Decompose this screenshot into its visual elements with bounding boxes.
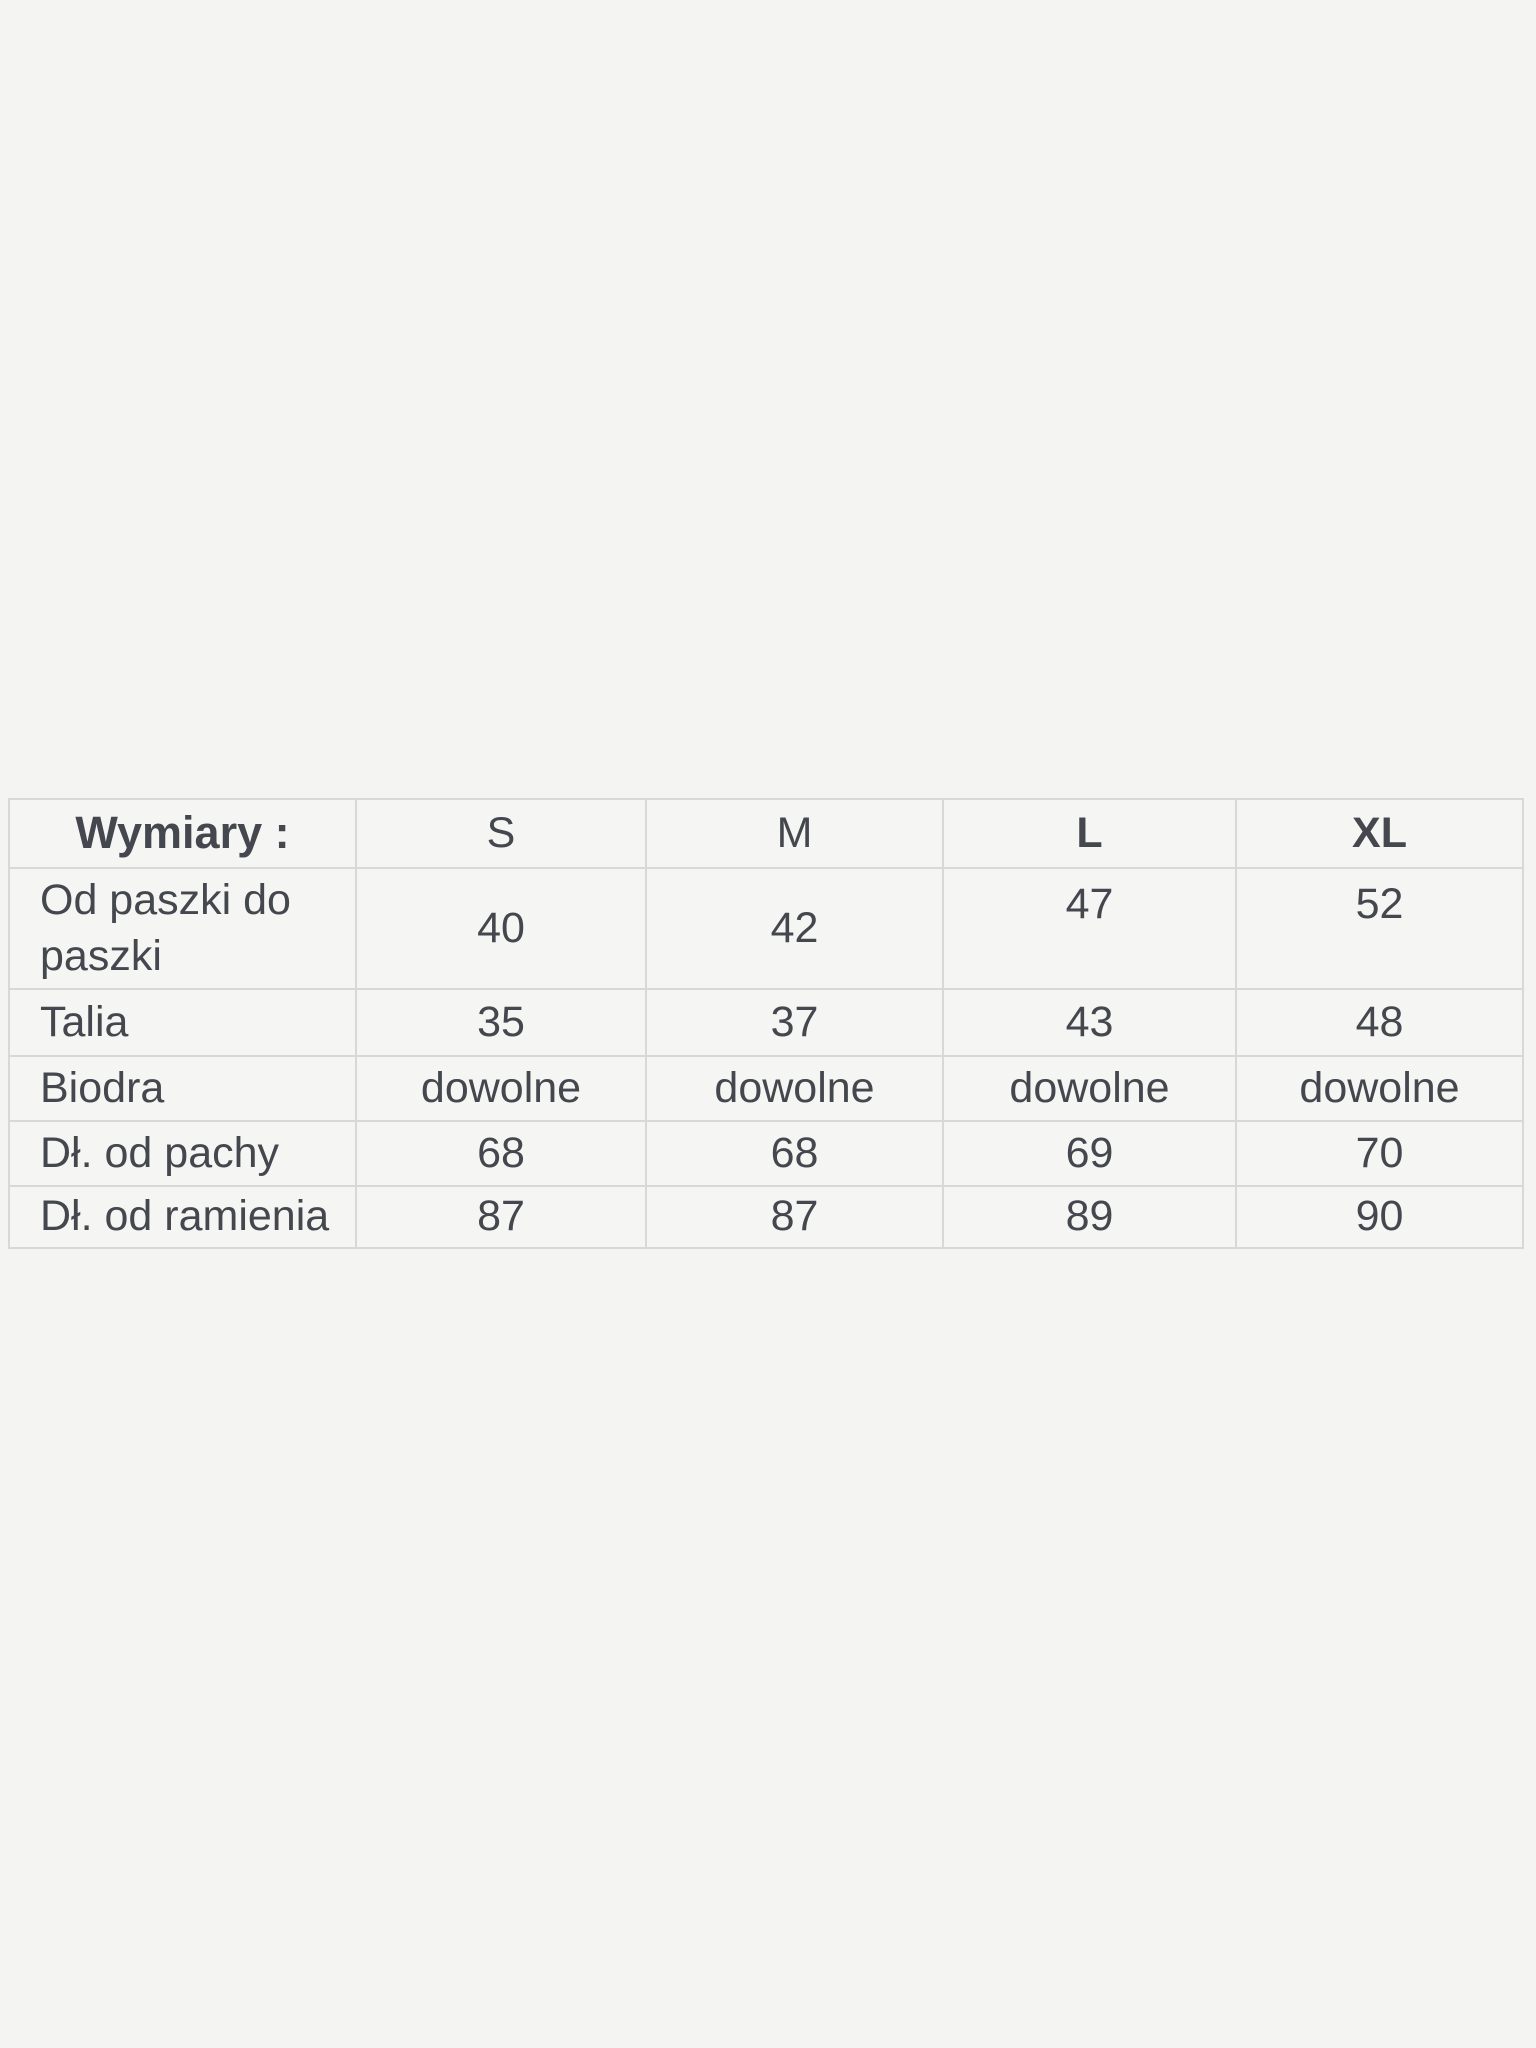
- header-size-s: S: [355, 798, 647, 869]
- header-dimensions-label: Wymiary :: [8, 798, 357, 869]
- header-size-m: M: [645, 798, 944, 869]
- header-size-l: L: [942, 798, 1237, 869]
- row-label-od-paszki-do-paszki: Od paszki do paszki: [8, 867, 357, 990]
- cell-talia-xl: 48: [1235, 988, 1524, 1057]
- cell-od-paszki-l: 47: [942, 867, 1237, 990]
- cell-pachy-l: 69: [942, 1120, 1237, 1187]
- header-size-xl: XL: [1235, 798, 1524, 869]
- cell-pachy-s: 68: [355, 1120, 647, 1187]
- cell-biodra-xl: dowolne: [1235, 1055, 1524, 1122]
- row-label-dl-od-ramienia: Dł. od ramienia: [8, 1185, 357, 1249]
- size-chart-table: Wymiary : S M L XL Od paszki do paszki 4…: [8, 798, 1524, 1249]
- cell-ramienia-s: 87: [355, 1185, 647, 1249]
- cell-od-paszki-s: 40: [355, 867, 647, 990]
- cell-ramienia-l: 89: [942, 1185, 1237, 1249]
- table-row-length-from-shoulder: Dł. od ramienia 87 87 89 90: [8, 1185, 1524, 1249]
- cell-ramienia-xl: 90: [1235, 1185, 1524, 1249]
- cell-biodra-s: dowolne: [355, 1055, 647, 1122]
- cell-biodra-m: dowolne: [645, 1055, 944, 1122]
- cell-talia-m: 37: [645, 988, 944, 1057]
- table-row-waist: Talia 35 37 43 48: [8, 988, 1524, 1057]
- cell-pachy-xl: 70: [1235, 1120, 1524, 1187]
- cell-biodra-l: dowolne: [942, 1055, 1237, 1122]
- row-label-dl-od-pachy: Dł. od pachy: [8, 1120, 357, 1187]
- table-row-underarm-to-underarm: Od paszki do paszki 40 42 47 52: [8, 867, 1524, 990]
- cell-od-paszki-m: 42: [645, 867, 944, 990]
- size-chart-header-row: Wymiary : S M L XL: [8, 798, 1524, 869]
- cell-ramienia-m: 87: [645, 1185, 944, 1249]
- table-row-length-from-armpit: Dł. od pachy 68 68 69 70: [8, 1120, 1524, 1187]
- row-label-biodra: Biodra: [8, 1055, 357, 1122]
- cell-talia-l: 43: [942, 988, 1237, 1057]
- cell-talia-s: 35: [355, 988, 647, 1057]
- cell-od-paszki-xl: 52: [1235, 867, 1524, 990]
- cell-pachy-m: 68: [645, 1120, 944, 1187]
- row-label-talia: Talia: [8, 988, 357, 1057]
- table-row-hips: Biodra dowolne dowolne dowolne dowolne: [8, 1055, 1524, 1122]
